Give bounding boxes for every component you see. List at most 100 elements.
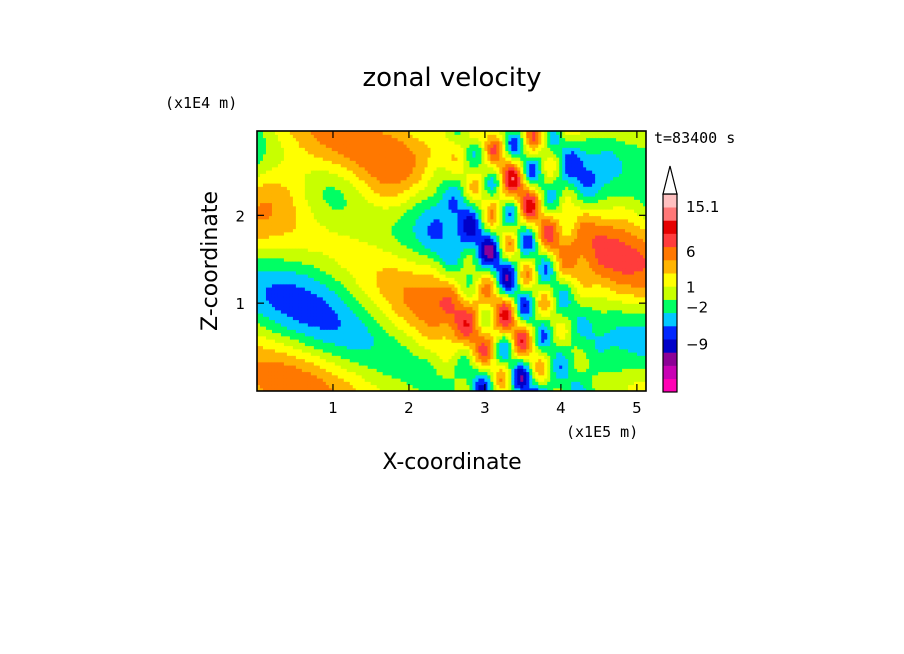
field-cell xyxy=(322,183,327,187)
field-cell xyxy=(280,150,285,155)
field-cell xyxy=(349,280,354,285)
field-cell xyxy=(355,345,360,350)
field-cell xyxy=(262,348,267,353)
field-cell xyxy=(262,131,267,135)
field-cell xyxy=(259,228,264,233)
field-cell xyxy=(268,257,273,262)
field-cell xyxy=(361,254,366,259)
field-cell xyxy=(364,134,369,139)
field-cell xyxy=(292,173,297,178)
field-cell xyxy=(310,287,315,291)
field-cell xyxy=(304,238,309,243)
field-cell xyxy=(271,251,276,256)
field-cell xyxy=(361,326,366,330)
field-cell xyxy=(274,313,279,317)
field-cell xyxy=(346,329,351,334)
field-cell xyxy=(271,371,276,376)
field-cell xyxy=(355,264,360,269)
field-cell xyxy=(257,153,261,158)
field-cell xyxy=(274,137,279,142)
field-cell xyxy=(319,365,324,369)
field-cell xyxy=(283,300,288,304)
field-cell xyxy=(358,225,363,230)
field-cell xyxy=(367,335,372,340)
field-cell xyxy=(358,319,363,324)
field-cell xyxy=(289,348,294,353)
field-cell xyxy=(334,212,339,217)
field-cell xyxy=(334,257,339,262)
field-cell xyxy=(322,140,327,145)
field-cell xyxy=(257,267,261,272)
field-cell xyxy=(346,283,351,288)
field-cell xyxy=(367,280,372,285)
field-cell xyxy=(331,261,336,265)
field-cell xyxy=(295,160,300,165)
field-cell xyxy=(271,384,276,389)
field-cell xyxy=(268,378,273,382)
field-cell xyxy=(277,254,282,259)
field-cell xyxy=(298,371,303,376)
field-cell xyxy=(319,371,324,376)
field-cell xyxy=(334,238,339,243)
field-cell xyxy=(310,361,315,366)
field-cell xyxy=(352,290,357,295)
field-cell xyxy=(271,222,276,226)
field-cell xyxy=(298,287,303,291)
field-cell xyxy=(322,150,327,155)
field-cell xyxy=(307,166,312,171)
field-cell xyxy=(257,339,261,343)
field-cell xyxy=(265,251,270,256)
field-cell xyxy=(301,251,306,256)
field-cell xyxy=(337,257,342,262)
field-cell xyxy=(298,352,303,356)
field-cell xyxy=(337,235,342,239)
field-cell xyxy=(316,176,321,181)
field-cell xyxy=(352,241,357,246)
field-cell xyxy=(340,170,345,174)
field-cell xyxy=(298,183,303,187)
field-cell xyxy=(257,176,261,181)
field-cell xyxy=(271,261,276,265)
field-cell xyxy=(295,196,300,200)
field-cell xyxy=(301,176,306,181)
field-cell xyxy=(367,261,372,265)
field-cell xyxy=(364,365,369,369)
field-cell xyxy=(352,280,357,285)
field-cell xyxy=(316,244,321,249)
field-cell xyxy=(331,387,336,391)
field-cell xyxy=(316,332,321,337)
field-cell xyxy=(313,157,318,161)
field-cell xyxy=(283,153,288,158)
field-cell xyxy=(307,147,312,152)
field-cell xyxy=(280,303,285,308)
field-cell xyxy=(268,303,273,308)
field-cell xyxy=(298,144,303,148)
field-cell xyxy=(328,183,333,187)
field-cell xyxy=(334,368,339,373)
field-cell xyxy=(331,374,336,379)
field-cell xyxy=(277,144,282,148)
field-cell xyxy=(268,342,273,347)
field-cell xyxy=(334,137,339,142)
field-cell xyxy=(343,235,348,239)
field-cell xyxy=(316,238,321,243)
field-cell xyxy=(301,166,306,171)
field-cell xyxy=(274,140,279,145)
field-cell xyxy=(304,374,309,379)
field-cell xyxy=(361,160,366,165)
field-cell xyxy=(304,137,309,142)
field-cell xyxy=(331,147,336,152)
field-cell xyxy=(313,339,318,343)
field-cell xyxy=(334,332,339,337)
field-cell xyxy=(355,261,360,265)
field-cell xyxy=(262,228,267,233)
field-cell xyxy=(340,329,345,334)
field-cell xyxy=(274,342,279,347)
field-cell xyxy=(328,157,333,161)
field-cell xyxy=(367,352,372,356)
field-cell xyxy=(337,137,342,142)
field-cell xyxy=(295,163,300,168)
field-cell xyxy=(358,231,363,236)
field-cell xyxy=(349,173,354,178)
field-cell xyxy=(265,309,270,314)
